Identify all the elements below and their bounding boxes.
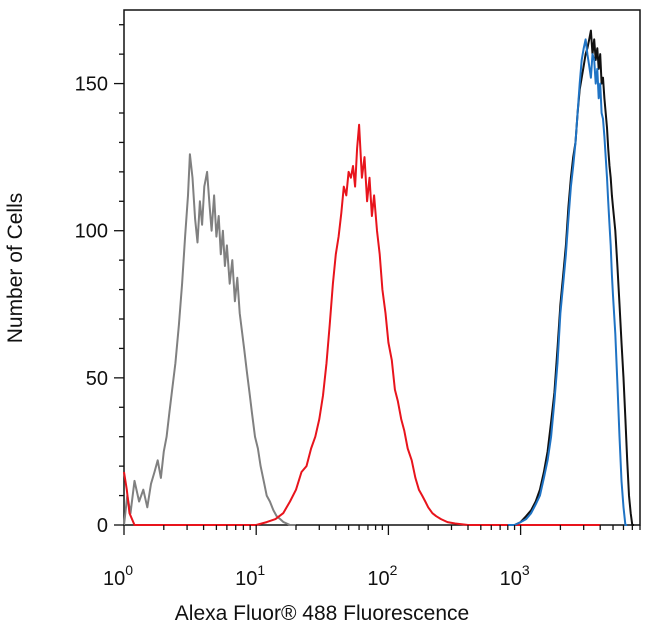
x-tick-label: 103 xyxy=(500,562,530,590)
y-tick-label: 50 xyxy=(86,368,108,390)
series-line-1 xyxy=(123,153,296,526)
y-axis: 0 50 100 150 xyxy=(75,24,124,537)
x-tick-label: 102 xyxy=(367,562,397,590)
plot-frame xyxy=(123,9,641,526)
x-axis-title: Alexa Fluor® 488 Fluorescence xyxy=(175,602,469,624)
series-line-4 xyxy=(507,38,628,526)
x-axis: 100 101 102 103 xyxy=(103,525,641,590)
y-tick-label: 100 xyxy=(75,221,108,243)
series-line-2 xyxy=(123,123,601,526)
series-line-3 xyxy=(507,29,634,526)
y-axis-title: Number of Cells xyxy=(4,193,27,344)
y-tick-label: 150 xyxy=(75,74,108,96)
y-tick-label: 0 xyxy=(97,515,108,537)
series-layer xyxy=(123,29,634,526)
x-tick-label: 101 xyxy=(235,562,265,590)
x-tick-label: 100 xyxy=(103,562,133,590)
